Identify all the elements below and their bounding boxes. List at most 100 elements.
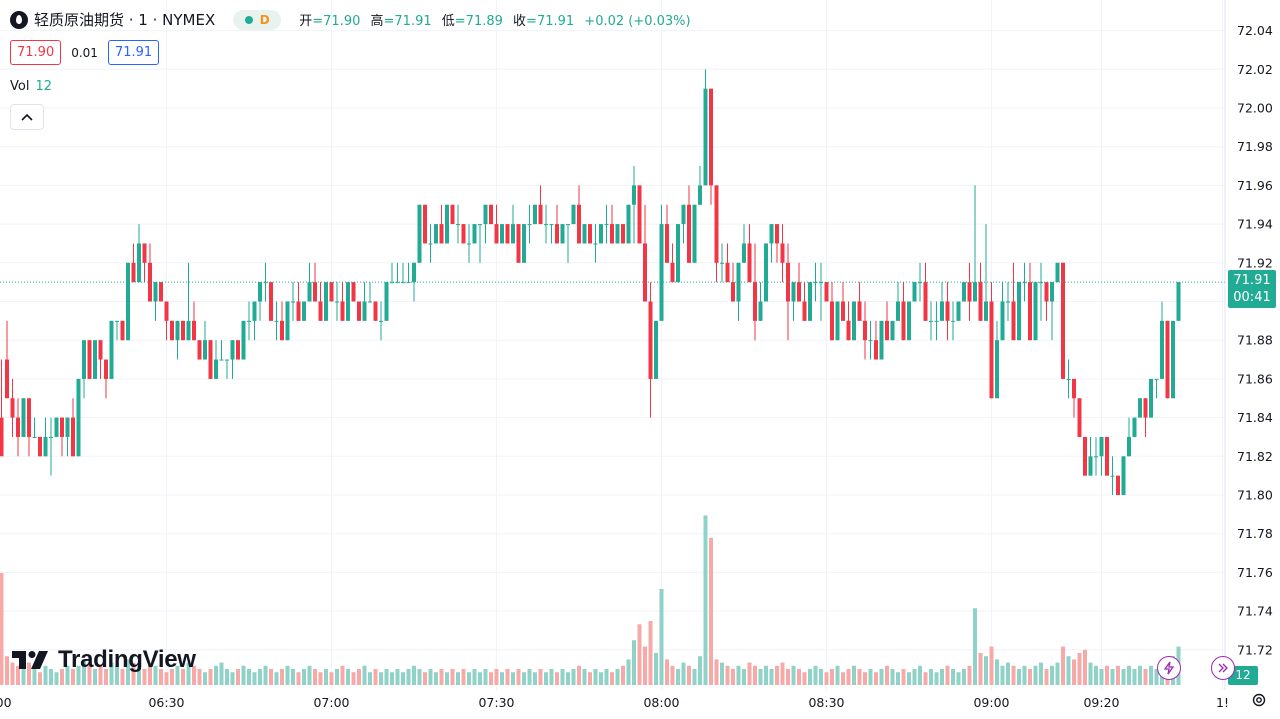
flash-button[interactable]	[1157, 656, 1181, 680]
price-tick-label: 72.04	[1237, 23, 1273, 38]
volume-bar	[87, 662, 92, 685]
volume-bar	[808, 669, 812, 685]
volume-bar	[890, 669, 895, 685]
volume-bar	[252, 672, 257, 685]
volume-bar	[868, 669, 873, 685]
volume-bar	[505, 669, 510, 685]
candle-body	[566, 224, 570, 226]
candle-body	[49, 436, 53, 438]
price-tick-label: 71.72	[1237, 642, 1273, 657]
market-status-badge[interactable]: D	[233, 9, 282, 30]
candle-body	[505, 224, 510, 244]
volume-bar	[258, 669, 262, 685]
volume-bar	[214, 665, 218, 685]
candle-body	[142, 243, 147, 263]
volume-bar	[1077, 653, 1082, 685]
volume-bar	[731, 669, 735, 685]
volume-bar	[681, 662, 686, 685]
volume-legend[interactable]: Vol 12	[10, 79, 52, 94]
volume-bar	[714, 659, 719, 685]
volume-bar	[670, 665, 675, 685]
volume-bar	[142, 669, 147, 685]
buy-button[interactable]: 71.91	[107, 40, 160, 65]
symbol-title[interactable]: 轻质原油期货 · 1 · NYMEX	[34, 11, 216, 29]
volume-bar	[76, 665, 81, 685]
volume-bar	[313, 669, 317, 685]
volume-bar	[599, 672, 603, 685]
scroll-to-realtime-button[interactable]	[1211, 656, 1235, 680]
price-tick-label: 71.86	[1237, 371, 1273, 386]
candle-body	[962, 282, 966, 302]
volume-bar	[296, 672, 301, 685]
candle-body	[357, 301, 361, 321]
candle-body	[494, 224, 499, 244]
volume-bar	[1006, 662, 1010, 685]
volume-bar	[1094, 665, 1098, 685]
candlesticks	[0, 69, 1181, 495]
candle-body	[802, 301, 807, 321]
candle-body	[1022, 282, 1027, 284]
collapse-legend-button[interactable]	[10, 104, 44, 130]
sell-button[interactable]: 71.90	[10, 40, 62, 65]
volume-bar	[1066, 656, 1071, 685]
candle-body	[164, 301, 169, 321]
candle-body	[758, 301, 763, 321]
candle-body	[1006, 301, 1010, 303]
candle-body	[1154, 378, 1159, 380]
volume-bar	[43, 665, 48, 685]
candle-body	[632, 185, 636, 205]
candle-body	[472, 224, 477, 244]
volume-bar	[538, 669, 543, 685]
volume-bar	[137, 665, 141, 685]
volume-bar	[1061, 646, 1065, 685]
volume-bar	[885, 665, 889, 685]
candle-body	[940, 301, 944, 321]
volume-bar	[764, 665, 768, 685]
candle-body	[368, 301, 372, 303]
volume-label: Vol	[10, 79, 30, 94]
candle-body	[423, 204, 427, 244]
candle-body	[918, 282, 922, 284]
candle-body	[445, 204, 449, 244]
tradingview-logo-icon	[12, 651, 48, 669]
chart-settings-button[interactable]	[1250, 691, 1268, 709]
candle-body	[1105, 436, 1109, 476]
open-label: 开	[299, 14, 313, 29]
volume-bar	[852, 665, 856, 685]
tradingview-logo[interactable]: TradingView	[12, 646, 196, 674]
market-open-dot-icon	[244, 15, 253, 24]
spread-value: 0.01	[71, 45, 98, 60]
candle-body	[412, 262, 416, 283]
volume-bar	[291, 669, 295, 685]
volume-bar	[967, 665, 972, 685]
candle-body	[71, 417, 75, 457]
volume-bar	[549, 669, 554, 685]
delayed-indicator: D	[259, 12, 270, 27]
candle-body	[10, 398, 15, 418]
volume-bar	[208, 669, 213, 685]
volume-bar	[516, 669, 521, 685]
candle-body	[835, 301, 840, 341]
candle-body	[32, 436, 37, 438]
low-value: =71.89	[454, 14, 503, 29]
candle-body	[230, 340, 235, 360]
volume-bar	[725, 665, 730, 685]
time-tick-label: 08:00	[643, 695, 679, 710]
candle-body	[879, 320, 884, 360]
candle-body	[27, 398, 31, 437]
candle-body	[1011, 301, 1016, 341]
candle-body	[1127, 436, 1131, 457]
volume-bar	[703, 515, 708, 685]
candle-body	[907, 301, 911, 341]
volume-bar	[830, 669, 834, 685]
candle-body	[1094, 456, 1098, 458]
candle-body	[621, 224, 625, 244]
volume-bar	[780, 662, 785, 685]
time-tick-label: 06:30	[148, 695, 184, 710]
volume-bar	[1099, 669, 1104, 685]
candle-body	[824, 282, 829, 302]
candle-body	[175, 320, 180, 341]
candle-body	[769, 224, 774, 244]
candle-body	[588, 224, 592, 244]
